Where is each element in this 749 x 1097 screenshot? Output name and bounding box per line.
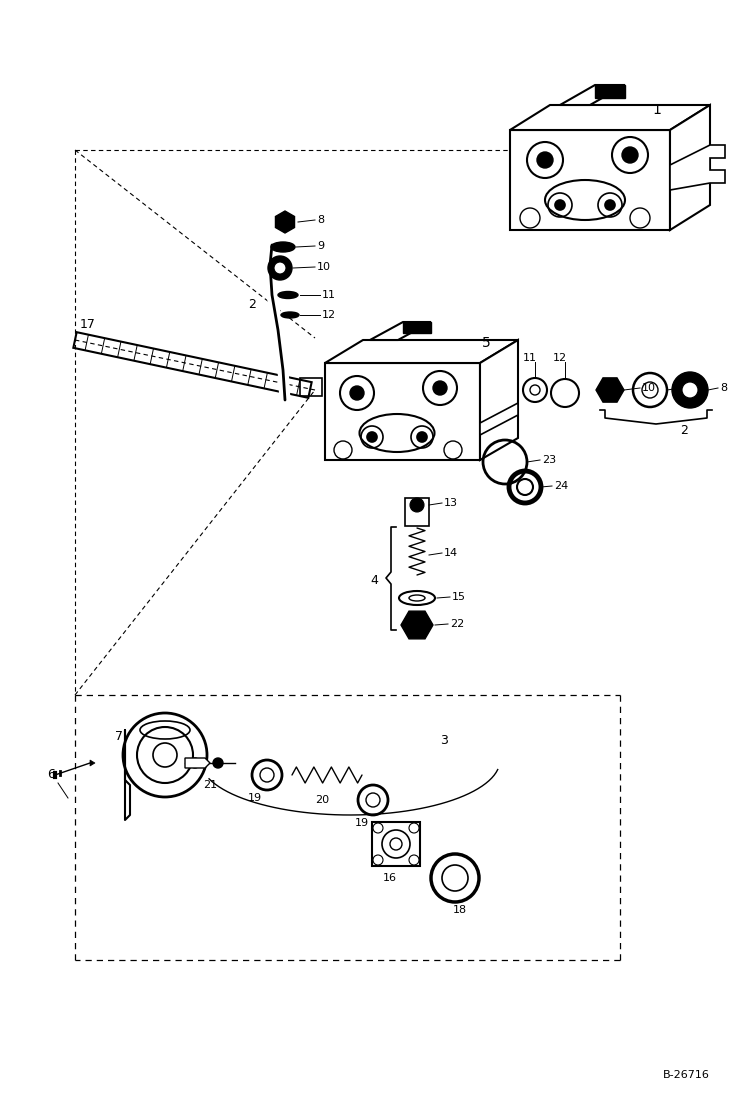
Text: 14: 14 (444, 548, 458, 558)
Circle shape (622, 147, 638, 163)
Circle shape (410, 618, 424, 632)
Circle shape (417, 432, 427, 442)
Text: 20: 20 (315, 795, 329, 805)
Text: 18: 18 (453, 905, 467, 915)
Circle shape (555, 200, 565, 210)
Text: 8: 8 (317, 215, 324, 225)
Text: 12: 12 (553, 353, 567, 363)
Circle shape (433, 381, 447, 395)
Circle shape (410, 498, 424, 512)
Bar (372, 822, 420, 866)
Text: 9: 9 (682, 383, 689, 393)
Text: 5: 5 (482, 336, 491, 350)
Text: 8: 8 (720, 383, 727, 393)
Text: 19: 19 (248, 793, 262, 803)
Text: 17: 17 (80, 318, 96, 331)
Circle shape (274, 262, 286, 274)
Text: 7: 7 (115, 731, 123, 744)
Text: 4: 4 (370, 574, 378, 587)
Text: 23: 23 (542, 455, 556, 465)
Text: 15: 15 (452, 592, 466, 602)
Polygon shape (670, 105, 710, 230)
Text: 1: 1 (652, 103, 661, 117)
Text: 13: 13 (444, 498, 458, 508)
Polygon shape (670, 145, 725, 190)
Polygon shape (73, 332, 312, 398)
Polygon shape (325, 363, 480, 460)
Ellipse shape (271, 242, 295, 252)
Text: 6: 6 (47, 769, 55, 781)
Polygon shape (185, 758, 210, 768)
Text: 9: 9 (317, 241, 324, 251)
Text: 19: 19 (355, 818, 369, 828)
Text: 2: 2 (680, 423, 688, 437)
Polygon shape (510, 131, 670, 230)
Polygon shape (560, 84, 625, 105)
Text: 11: 11 (322, 290, 336, 299)
Bar (300, 378, 322, 396)
Polygon shape (276, 211, 294, 233)
Circle shape (682, 382, 698, 398)
Polygon shape (403, 323, 431, 333)
Polygon shape (325, 340, 518, 363)
Polygon shape (90, 760, 95, 766)
Circle shape (350, 386, 364, 400)
Bar (405, 498, 429, 525)
Polygon shape (370, 323, 431, 340)
Circle shape (367, 432, 377, 442)
Text: 2: 2 (248, 298, 256, 312)
Text: B-26716: B-26716 (663, 1070, 710, 1081)
Circle shape (672, 372, 708, 408)
Text: 10: 10 (317, 262, 331, 272)
Circle shape (190, 758, 200, 768)
Polygon shape (401, 611, 433, 638)
Circle shape (213, 758, 223, 768)
Text: 11: 11 (523, 353, 537, 363)
Text: 10: 10 (642, 383, 656, 393)
Circle shape (268, 256, 292, 280)
Text: 16: 16 (383, 873, 397, 883)
Text: 12: 12 (322, 310, 336, 320)
Polygon shape (480, 340, 518, 460)
Polygon shape (595, 84, 625, 98)
Circle shape (605, 200, 615, 210)
Text: 21: 21 (203, 780, 217, 790)
Circle shape (537, 152, 553, 168)
Polygon shape (510, 105, 710, 131)
Text: 3: 3 (440, 734, 448, 746)
Polygon shape (480, 403, 518, 436)
Ellipse shape (278, 292, 298, 298)
Polygon shape (596, 377, 624, 403)
Ellipse shape (281, 312, 299, 318)
Text: 24: 24 (554, 480, 568, 491)
Text: 22: 22 (450, 619, 464, 629)
